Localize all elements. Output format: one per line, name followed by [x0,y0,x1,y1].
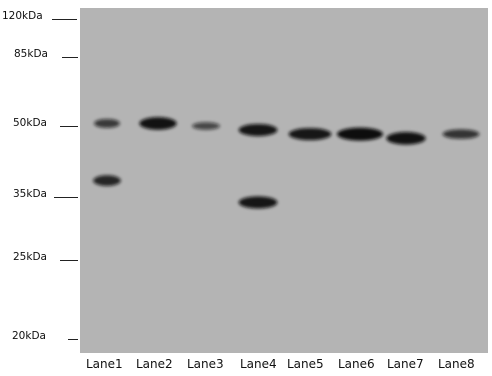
marker-120kda: 120kDa [0,9,80,25]
lane-label-8: Lane8 [438,357,475,371]
blot-bands-layer [93,117,480,209]
marker-tick [52,19,77,21]
band-lane4-34kda [238,196,278,209]
lane-label-6: Lane6 [338,357,375,371]
marker-label: 120kDa [2,10,43,22]
lane-label-3: Lane3 [187,357,224,371]
band-lane6-48kda [337,127,383,141]
marker-label: 20kDa [12,330,46,342]
band-lane3-50kda [192,122,220,130]
band-lane1-51kda [94,118,120,128]
lane-label-2: Lane2 [136,357,173,371]
marker-label: 25kDa [13,251,47,263]
marker-tick [68,339,78,341]
marker-35kda: 35kDa [0,187,80,203]
band-lane1-38kda [93,175,121,187]
marker-tick [62,57,78,59]
marker-label: 85kDa [14,48,48,60]
lane-label-1: Lane1 [86,357,123,371]
marker-tick [60,260,78,262]
lane-label-7: Lane7 [387,357,424,371]
band-lane8-48kda [442,129,480,139]
lane-labels: Lane1 Lane2 Lane3 Lane4 Lane5 Lane6 Lane7 Lane8 [80,356,492,374]
marker-label: 35kDa [13,188,47,200]
lane-label-5: Lane5 [287,357,324,371]
lane-label-4: Lane4 [240,357,277,371]
marker-50kda: 50kDa [0,116,80,132]
marker-tick [54,197,78,199]
marker-85kda: 85kDa [0,47,80,63]
marker-25kda: 25kDa [0,250,80,266]
marker-tick [60,126,78,128]
band-lane7-47kda [386,132,426,145]
blot-membrane [80,8,488,353]
band-lane4-49kda [238,123,278,137]
marker-label: 50kDa [13,117,47,129]
band-lane2-51kda [139,117,177,130]
band-lane5-48kda [288,128,332,141]
marker-20kda: 20kDa [0,329,80,345]
